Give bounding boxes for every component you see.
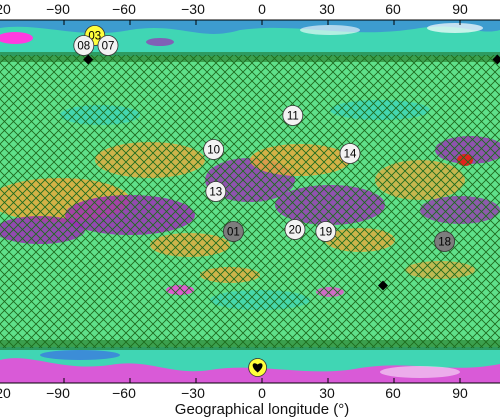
north-track-edge xyxy=(0,52,500,62)
top-tick-label: −60 xyxy=(112,1,136,17)
axis-ticks xyxy=(63,20,461,383)
target-marker-08: 08 xyxy=(73,35,95,56)
bottom-tick-label: 90 xyxy=(452,385,468,401)
marker-circle xyxy=(73,35,95,56)
top-tick-label: 90 xyxy=(452,1,468,17)
marker-circle xyxy=(282,105,304,126)
target-marker-11: 11 xyxy=(282,105,304,126)
target-marker-01: 01 xyxy=(222,221,244,242)
marker-label: 10 xyxy=(207,145,220,157)
heart-icon xyxy=(252,363,263,373)
north-white-patch-2 xyxy=(427,23,483,33)
marker-label: 11 xyxy=(287,111,299,123)
top-tick-label: 30 xyxy=(319,1,335,17)
target-marker-07: 07 xyxy=(97,35,119,56)
north-magenta-patch xyxy=(0,32,33,44)
north-white-patch xyxy=(300,25,360,35)
target-marker-13: 13 xyxy=(205,181,227,202)
south-track-edge xyxy=(0,340,500,350)
south-blue-patch xyxy=(40,350,120,360)
marker-circle xyxy=(222,221,244,242)
south-white-patch xyxy=(380,366,460,378)
ground-track-mesh xyxy=(0,55,500,348)
bottom-tick-label: 30 xyxy=(319,385,335,401)
bottom-tick-label: −30 xyxy=(181,385,205,401)
pole-marker xyxy=(248,358,268,377)
diamond-marker xyxy=(492,54,500,65)
top-tick-label: 0 xyxy=(258,1,266,17)
marker-label: 14 xyxy=(344,149,357,161)
bottom-tick-label: −60 xyxy=(112,385,136,401)
marker-label: 19 xyxy=(319,227,332,239)
bottom-tick-labels: 20 −90 −60 −30 0 30 60 90 xyxy=(0,385,468,401)
target-marker-20: 20 xyxy=(284,219,306,240)
bottom-tick-label: 0 xyxy=(258,385,266,401)
north-purple-patch xyxy=(146,38,174,46)
diamond-marker xyxy=(378,280,388,291)
marker-circle xyxy=(205,181,227,202)
top-tick-label: −30 xyxy=(181,1,205,17)
target-marker-14: 14 xyxy=(339,143,361,164)
marker-circle xyxy=(339,143,361,164)
bottom-tick-label: 20 xyxy=(0,385,11,401)
map-area xyxy=(0,20,500,383)
bottom-tick-label: −90 xyxy=(46,385,70,401)
marker-circle xyxy=(434,231,456,252)
marker-circle xyxy=(315,221,337,242)
marker-circle xyxy=(284,219,306,240)
marker-label: 13 xyxy=(209,187,222,199)
marker-label: 08 xyxy=(77,41,90,53)
marker-circle xyxy=(203,139,225,160)
target-marker-10: 10 xyxy=(203,139,225,160)
target-marker-18: 18 xyxy=(434,231,456,252)
marker-label: 01 xyxy=(227,227,240,239)
marker-label: 20 xyxy=(289,225,302,237)
marker-circle xyxy=(97,35,119,56)
marker-label: 07 xyxy=(102,41,115,53)
top-tick-labels: 20 −90 −60 −30 0 30 60 90 xyxy=(0,1,468,17)
diamond-marker xyxy=(83,54,94,65)
top-tick-label: 60 xyxy=(385,1,401,17)
top-tick-label: −90 xyxy=(46,1,70,17)
bottom-tick-label: 60 xyxy=(385,385,401,401)
north-blue-patches xyxy=(0,20,500,34)
top-tick-label: 20 xyxy=(0,1,11,17)
marker-label: 18 xyxy=(438,237,451,249)
x-axis-label: Geographical longitude (°) xyxy=(175,401,349,417)
target-marker-19: 19 xyxy=(315,221,337,242)
